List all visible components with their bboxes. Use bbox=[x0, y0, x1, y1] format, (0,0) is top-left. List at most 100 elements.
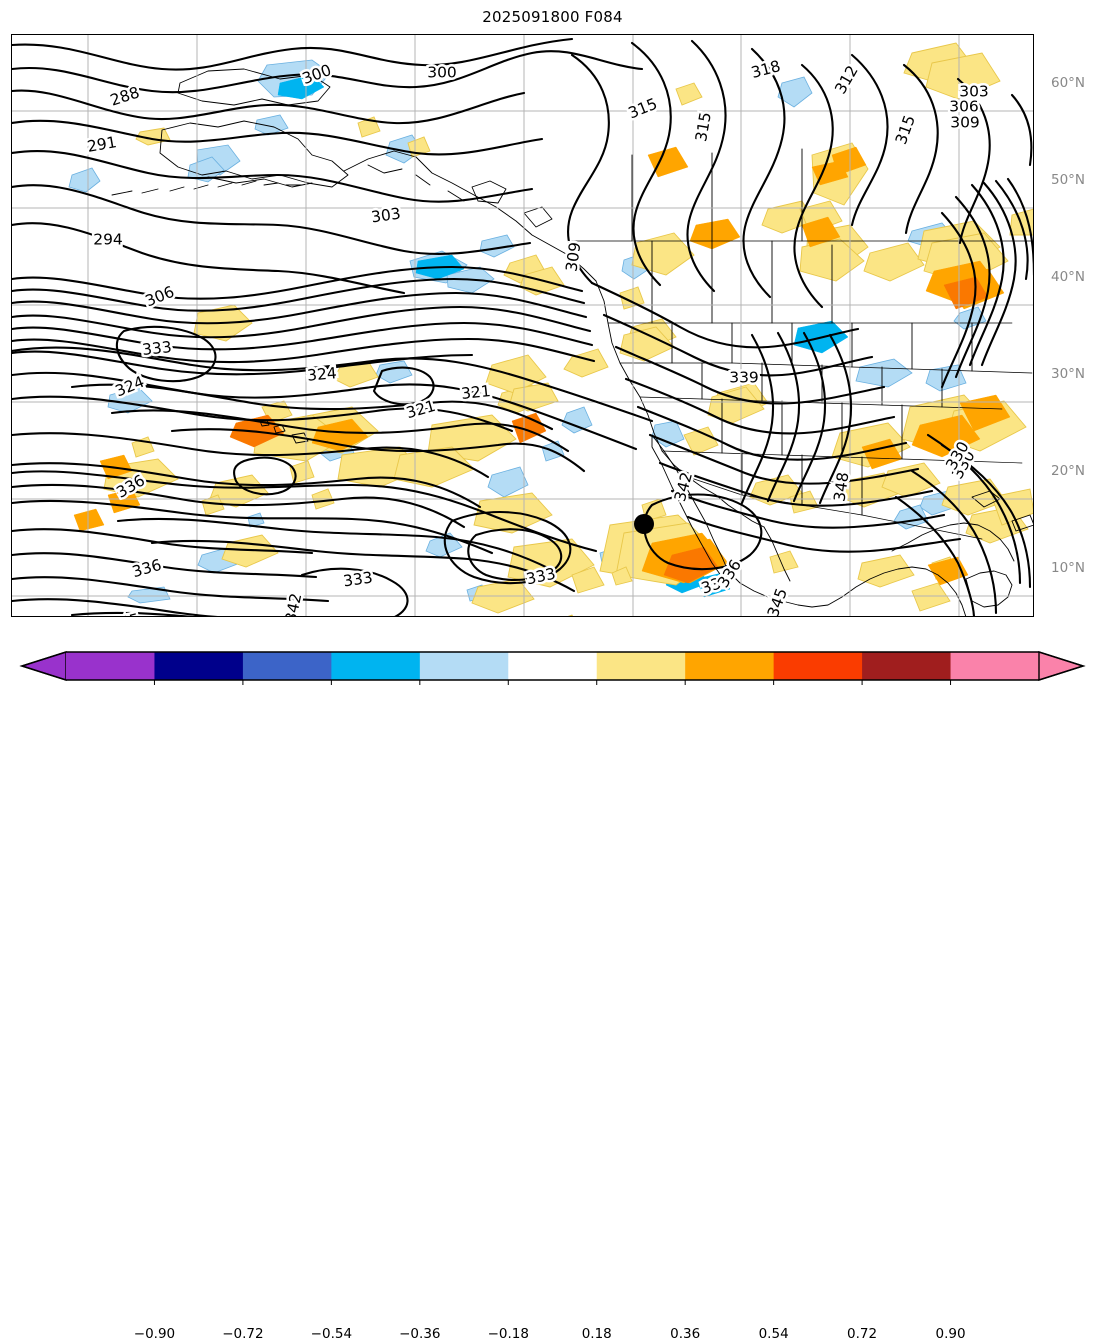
colorbar-cell-0 bbox=[66, 652, 155, 680]
svg-text:300: 300 bbox=[427, 64, 457, 82]
svg-text:309: 309 bbox=[950, 114, 980, 132]
svg-text:348: 348 bbox=[831, 471, 853, 503]
svg-text:291: 291 bbox=[86, 133, 118, 156]
svg-text:315: 315 bbox=[692, 111, 715, 143]
colorbar-cell-5 bbox=[508, 652, 598, 680]
colorbar-cell-1 bbox=[154, 652, 244, 680]
colorbar-extend-over bbox=[1038, 651, 1086, 681]
svg-text:288: 288 bbox=[108, 83, 142, 109]
lat-tick-label-40: 40°N bbox=[1051, 268, 1086, 285]
svg-text:306: 306 bbox=[949, 98, 979, 116]
svg-text:342: 342 bbox=[282, 592, 306, 617]
svg-text:336: 336 bbox=[130, 556, 163, 581]
svg-text:309: 309 bbox=[950, 114, 980, 132]
shading-layer bbox=[68, 42, 1033, 616]
colorbar-cell-2 bbox=[242, 652, 332, 680]
gridline-layer bbox=[12, 35, 1033, 616]
svg-text:315: 315 bbox=[626, 95, 660, 123]
colorbar-tick-label-0: −0.90 bbox=[133, 1326, 176, 1342]
lat-tick-label-30: 30°N bbox=[1051, 366, 1086, 383]
colorbar-extend-under bbox=[19, 651, 67, 681]
figure-title: 2025091800 F084 bbox=[482, 8, 623, 26]
colorbar-cell-9 bbox=[862, 652, 952, 680]
colorbar-tick-label-1: −0.72 bbox=[222, 1326, 264, 1342]
map-panel[interactable]: 288 288 291 291 300 300 300 300 303 303 306 306 309 3… bbox=[11, 34, 1085, 671]
colorbar-tick-label-5: 0.18 bbox=[581, 1326, 612, 1342]
colorbar-graphics bbox=[19, 651, 1086, 685]
svg-text:345: 345 bbox=[108, 610, 141, 617]
colorbar-tick-label-7: 0.54 bbox=[758, 1326, 789, 1342]
colorbar-cell-6 bbox=[596, 652, 686, 680]
colorbar-cell-10 bbox=[950, 652, 1040, 680]
lat-tick-label-50: 50°N bbox=[1051, 171, 1086, 188]
svg-text:294: 294 bbox=[93, 231, 123, 249]
svg-text:309: 309 bbox=[563, 241, 585, 273]
svg-text:300: 300 bbox=[427, 64, 457, 82]
colorbar-tick-label-9: 0.90 bbox=[935, 1326, 966, 1342]
colorbar-cell-7 bbox=[685, 652, 775, 680]
svg-text:303: 303 bbox=[959, 83, 989, 101]
colorbar[interactable]: −0.90 −0.72 −0.54 −0.36 −0.18 0.18 0.36 0.54 0.7… bbox=[0, 648, 1105, 1342]
lat-tick-label-20: 20°N bbox=[1051, 463, 1086, 480]
svg-text:303: 303 bbox=[370, 205, 402, 227]
svg-text:333: 333 bbox=[525, 565, 558, 589]
lat-tick-label-10: 10°N bbox=[1051, 560, 1086, 577]
contour-layer bbox=[12, 37, 1033, 616]
svg-text:345: 345 bbox=[764, 586, 791, 617]
svg-text:321: 321 bbox=[460, 382, 491, 403]
svg-text:294: 294 bbox=[93, 231, 123, 249]
colorbar-cell-4 bbox=[419, 652, 509, 680]
svg-text:321: 321 bbox=[404, 397, 437, 422]
colorbar-outline bbox=[19, 651, 1086, 681]
cyclone-marker bbox=[634, 514, 654, 534]
svg-text:339: 339 bbox=[729, 369, 759, 387]
svg-text:333: 333 bbox=[342, 569, 374, 591]
svg-text:339: 339 bbox=[729, 369, 759, 387]
svg-text:303: 303 bbox=[959, 83, 989, 101]
colorbar-tick-label-6: 0.36 bbox=[670, 1326, 701, 1342]
svg-text:333: 333 bbox=[141, 338, 172, 359]
svg-text:312: 312 bbox=[831, 62, 861, 97]
figure-canvas: 2025091800 F084 bbox=[0, 8, 1105, 1342]
svg-text:306: 306 bbox=[143, 283, 177, 311]
colorbar-tick-label-3: −0.36 bbox=[399, 1326, 441, 1342]
svg-text:315: 315 bbox=[892, 113, 919, 147]
colorbar-tick-label-4: −0.18 bbox=[487, 1326, 529, 1342]
lat-tick-label-60: 60°N bbox=[1051, 74, 1086, 91]
coastline-layer bbox=[111, 68, 1033, 616]
map-frame: 288 288 291 291 300 300 300 300 303 303 306 306 309 3… bbox=[11, 34, 1034, 617]
svg-text:306: 306 bbox=[949, 98, 979, 116]
colorbar-cell-8 bbox=[773, 652, 863, 680]
colorbar-cell-3 bbox=[331, 652, 421, 680]
svg-text:324: 324 bbox=[306, 364, 337, 385]
svg-text:321: 321 bbox=[460, 382, 491, 403]
svg-text:318: 318 bbox=[749, 57, 782, 82]
colorbar-tick-label-8: 0.72 bbox=[847, 1326, 878, 1342]
colorbar-tick-label-2: −0.54 bbox=[310, 1326, 353, 1342]
